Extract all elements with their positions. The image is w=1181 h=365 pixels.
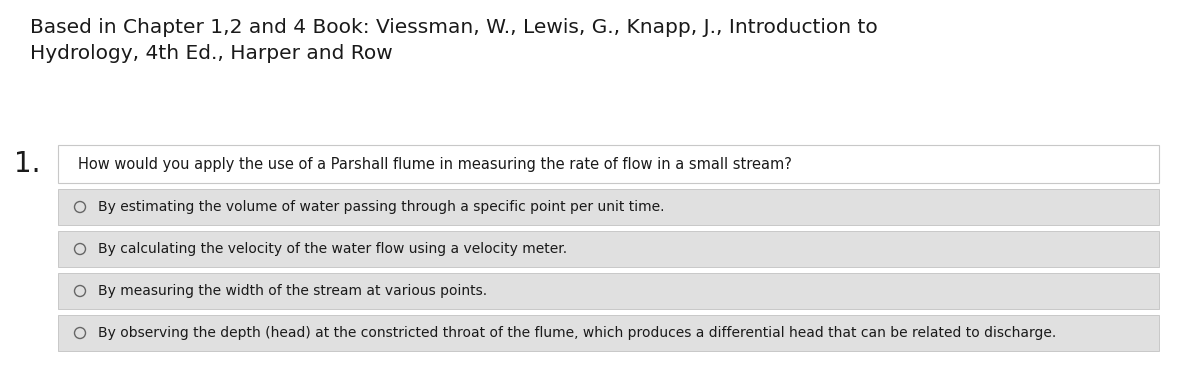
Text: By estimating the volume of water passing through a specific point per unit time: By estimating the volume of water passin… <box>98 200 665 214</box>
Text: 1.: 1. <box>14 150 40 178</box>
FancyBboxPatch shape <box>58 273 1159 309</box>
Text: By observing the depth (head) at the constricted throat of the flume, which prod: By observing the depth (head) at the con… <box>98 326 1056 340</box>
FancyBboxPatch shape <box>58 145 1159 183</box>
Text: By measuring the width of the stream at various points.: By measuring the width of the stream at … <box>98 284 487 298</box>
Text: By calculating the velocity of the water flow using a velocity meter.: By calculating the velocity of the water… <box>98 242 567 256</box>
FancyBboxPatch shape <box>58 315 1159 351</box>
Text: How would you apply the use of a Parshall flume in measuring the rate of flow in: How would you apply the use of a Parshal… <box>78 157 792 172</box>
FancyBboxPatch shape <box>58 189 1159 225</box>
Text: Hydrology, 4th Ed., Harper and Row: Hydrology, 4th Ed., Harper and Row <box>30 44 393 63</box>
FancyBboxPatch shape <box>58 231 1159 267</box>
Text: Based in Chapter 1,2 and 4 Book: Viessman, W., Lewis, G., Knapp, J., Introductio: Based in Chapter 1,2 and 4 Book: Viessma… <box>30 18 877 37</box>
